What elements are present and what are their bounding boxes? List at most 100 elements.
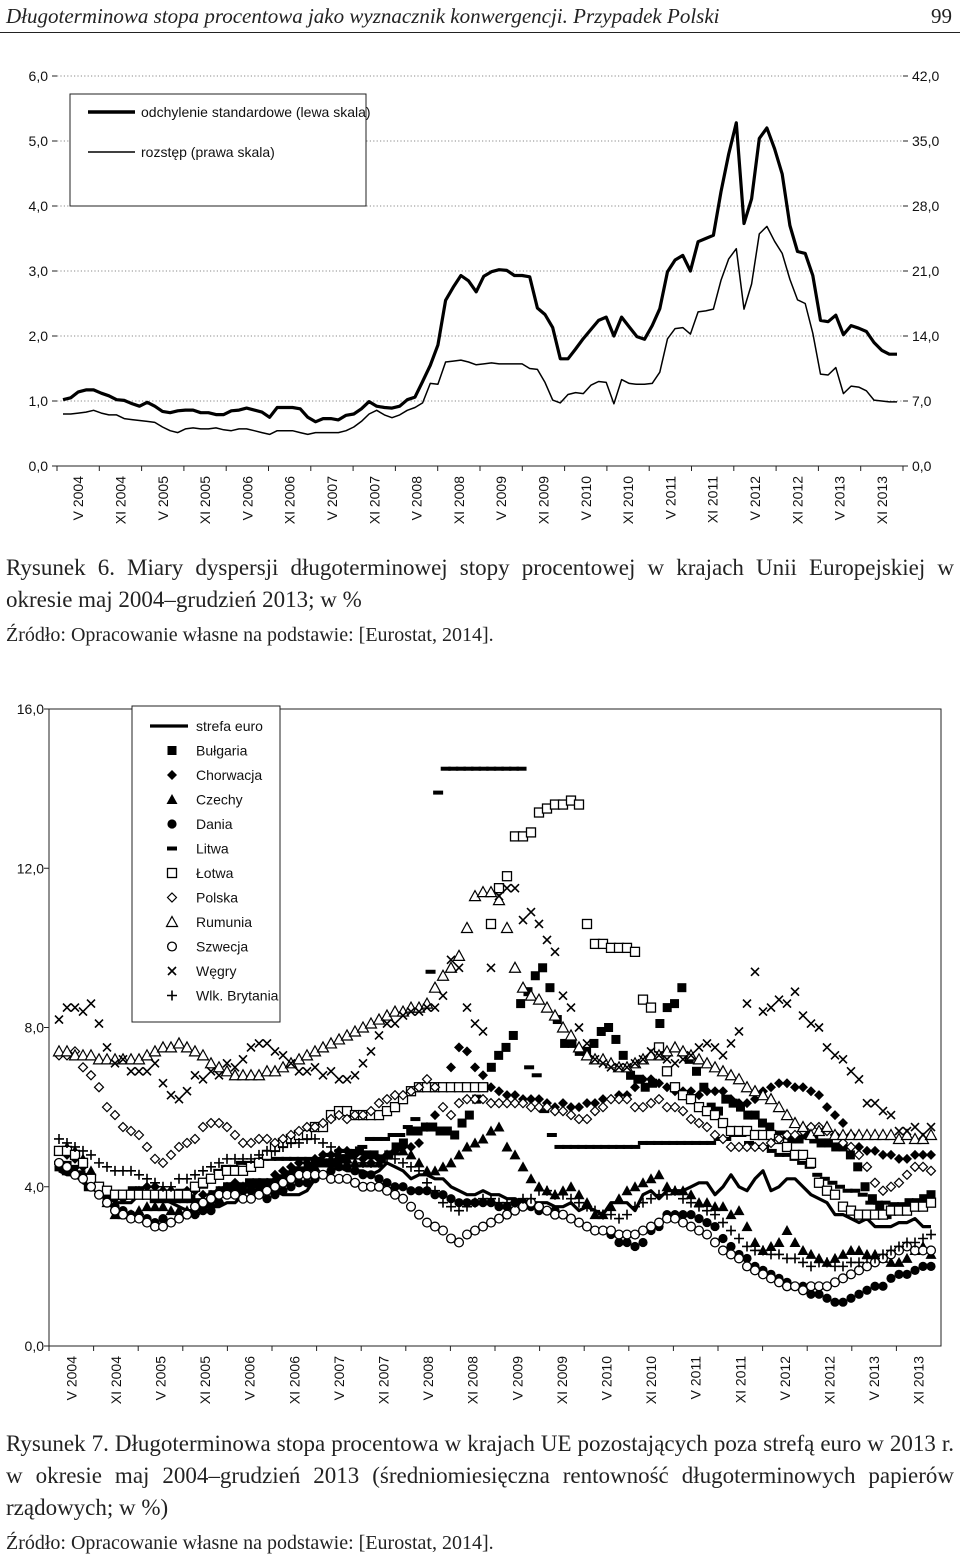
- chart2-point: [846, 1293, 856, 1303]
- chart2-point: [485, 1097, 497, 1109]
- chart2-point: [701, 1121, 713, 1133]
- chart2-point: [893, 1177, 905, 1189]
- chart2-point: [422, 1122, 432, 1133]
- chart2-y-tick-label: 4,0: [25, 1179, 45, 1195]
- chart2-point: [872, 1200, 883, 1205]
- chart2-point: [526, 1193, 536, 1204]
- chart1-x-tick-label: XI 2013: [874, 476, 890, 524]
- chart1-x-tick-label: V 2008: [409, 476, 425, 521]
- chart1-series: [62, 121, 897, 436]
- chart2-point: [486, 766, 497, 771]
- chart2-x-tick-label: XI 2005: [197, 1356, 213, 1404]
- chart2-point: [690, 1140, 701, 1145]
- chart2-point: [787, 1134, 797, 1144]
- chart2-point: [854, 1289, 864, 1299]
- chart2-point: [395, 1132, 406, 1137]
- chart2-point: [101, 1101, 113, 1113]
- chart2-point: [717, 1245, 729, 1256]
- chart1-left-tick-label: 3,0: [29, 263, 49, 279]
- chart2-point: [214, 1157, 224, 1168]
- chart2-point: [562, 1144, 573, 1149]
- chart2-point: [630, 1144, 641, 1149]
- chart2-point: [464, 1110, 474, 1120]
- chart2-point: [397, 1145, 409, 1156]
- chart1-right-tick-label: 7,0: [912, 393, 932, 409]
- chart2-point: [525, 1101, 537, 1113]
- chart2-point: [886, 1110, 896, 1120]
- chart2-point: [693, 1117, 705, 1129]
- chart2-point: [516, 766, 527, 771]
- chart2-point: [158, 1078, 168, 1088]
- chart2-point: [685, 1189, 697, 1200]
- chart2-point: [118, 1054, 128, 1064]
- chart2-point: [470, 1018, 480, 1029]
- chart2-point: [318, 1070, 328, 1080]
- chart2-point: [85, 1069, 97, 1081]
- chart2-point: [405, 1085, 417, 1097]
- chart2-point: [926, 1229, 936, 1240]
- chart2-point: [794, 1134, 804, 1144]
- chart2-point: [270, 1046, 280, 1056]
- chart2-y-tick-label: 12,0: [17, 860, 44, 876]
- chart2-point: [850, 1188, 861, 1193]
- chart2-point: [530, 971, 540, 981]
- chart2-point: [389, 1101, 401, 1113]
- chart2-point: [694, 1090, 704, 1101]
- chart2-point: [381, 1185, 393, 1196]
- chart2-point: [611, 1034, 621, 1044]
- chart2-point: [220, 1064, 234, 1077]
- chart2-point: [198, 1189, 208, 1200]
- chart2-point: [391, 1142, 401, 1152]
- chart2-point: [717, 1201, 729, 1212]
- chart2-point: [742, 1253, 752, 1264]
- chart2-point: [670, 1185, 680, 1196]
- chart2-point: [734, 1026, 744, 1037]
- chart2-point: [910, 1149, 920, 1160]
- chart2-point: [382, 1018, 392, 1029]
- chart2-point: [870, 1145, 880, 1156]
- chart1-right-tick-label: 0,0: [912, 458, 932, 474]
- chart2-point: [845, 1141, 857, 1153]
- chart2-point: [254, 1149, 264, 1160]
- chart2-point: [662, 1189, 672, 1200]
- chart2-point: [422, 1177, 432, 1188]
- chart2-point: [885, 1181, 897, 1193]
- chart2-point: [430, 1003, 440, 1013]
- chart2-point: [278, 1165, 288, 1176]
- chart2-point: [508, 766, 519, 771]
- chart2-legend-item-1: strefa euro: [150, 718, 263, 734]
- chart2-point: [182, 1086, 192, 1096]
- chart2-point: [781, 1225, 793, 1236]
- chart1-x-tick-label: V 2012: [747, 476, 763, 521]
- chart2-point: [448, 766, 459, 771]
- chart2-point: [334, 1145, 344, 1156]
- chart2-x-tick-label: XI 2006: [286, 1356, 302, 1404]
- chart2-point: [798, 1257, 808, 1268]
- chart2-point: [86, 999, 96, 1009]
- chart2-legend-item-2: Bułgaria: [167, 743, 248, 759]
- chart2-point: [548, 1008, 562, 1021]
- chart2-point: [545, 983, 555, 993]
- chart2-point: [648, 1078, 658, 1088]
- chart2-point: [797, 1285, 809, 1296]
- chart2-x-tick-label: V 2011: [688, 1356, 704, 1400]
- chart2-point: [828, 1128, 842, 1141]
- chart2-point: [597, 1101, 609, 1113]
- chart1-right-tick-label: 14,0: [912, 328, 939, 344]
- chart2-point: [501, 871, 513, 882]
- chart2-x-tick-label: V 2005: [153, 1356, 169, 1401]
- chart2-point: [455, 766, 466, 771]
- chart2-point: [614, 1213, 624, 1224]
- chart2-point: [718, 1217, 728, 1228]
- chart2-point: [574, 1102, 584, 1113]
- chart2-point: [405, 1149, 417, 1160]
- chart2-legend-box: [131, 705, 281, 1023]
- chart2-point: [880, 1200, 891, 1205]
- chart2-point: [133, 1213, 145, 1224]
- chart2-point: [765, 1273, 777, 1284]
- chart2-point: [598, 1094, 608, 1105]
- chart2-point: [157, 1201, 169, 1212]
- chart2-point: [718, 1086, 728, 1097]
- figure-6-caption: Rysunek 6. Miary dyspersji długoterminow…: [6, 555, 954, 612]
- chart2-point: [534, 1094, 544, 1105]
